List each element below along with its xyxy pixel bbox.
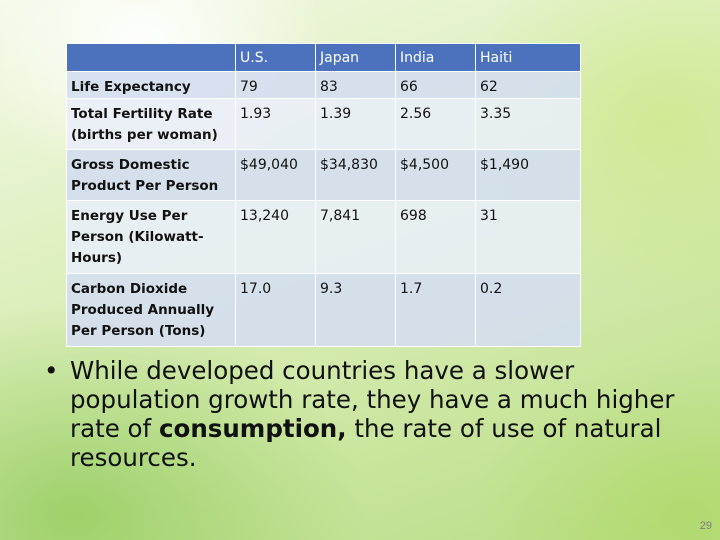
table-cell: 83 <box>315 71 396 99</box>
table-row: Gross Domestic Product Per Person $49,04… <box>66 149 581 201</box>
table-cell: $4,500 <box>395 149 476 201</box>
bullet-text-start: While developed countries have a slower … <box>70 356 675 443</box>
row-label: Total Fertility Rate (births per woman) <box>66 98 236 150</box>
table-cell: 1.7 <box>395 273 476 347</box>
row-label: Energy Use Per Person (Kilowatt-Hours) <box>66 200 236 274</box>
table-cell: 13,240 <box>235 200 316 274</box>
table-cell: $34,830 <box>315 149 396 201</box>
bullet-icon: • <box>44 356 59 385</box>
table-cell: 1.93 <box>235 98 316 150</box>
table-cell: 1.39 <box>315 98 396 150</box>
table-cell: 31 <box>475 200 581 274</box>
header-cell-us: U.S. <box>235 43 316 72</box>
table-row: Energy Use Per Person (Kilowatt-Hours) 1… <box>66 200 581 274</box>
table-cell: $1,490 <box>475 149 581 201</box>
bullet-text: While developed countries have a slower … <box>70 356 684 472</box>
bullet-text-end: the rate of use of natural resources. <box>70 414 662 472</box>
table-cell: 0.2 <box>475 273 581 347</box>
row-label: Gross Domestic Product Per Person <box>66 149 236 201</box>
row-label: Life Expectancy <box>66 71 236 99</box>
table-cell: 17.0 <box>235 273 316 347</box>
bullet-point: • While developed countries have a slowe… <box>44 356 684 472</box>
header-cell-india: India <box>395 43 476 72</box>
table-cell: 7,841 <box>315 200 396 274</box>
page-number: 29 <box>699 520 712 532</box>
country-comparison-table: U.S. Japan India Haiti Life Expectancy 7… <box>66 43 581 347</box>
table-row: Total Fertility Rate (births per woman) … <box>66 98 581 150</box>
table-cell: 62 <box>475 71 581 99</box>
table-cell: 2.56 <box>395 98 476 150</box>
header-cell-empty <box>66 43 236 72</box>
table-row: Carbon Dioxide Produced Annually Per Per… <box>66 273 581 347</box>
table-cell: 698 <box>395 200 476 274</box>
table-cell: 79 <box>235 71 316 99</box>
table-row: Life Expectancy 79 83 66 62 <box>66 71 581 99</box>
header-cell-japan: Japan <box>315 43 396 72</box>
table-cell: 66 <box>395 71 476 99</box>
table-cell: 3.35 <box>475 98 581 150</box>
table-header-row: U.S. Japan India Haiti <box>66 43 581 72</box>
table-cell: 9.3 <box>315 273 396 347</box>
table-cell: $49,040 <box>235 149 316 201</box>
row-label: Carbon Dioxide Produced Annually Per Per… <box>66 273 236 347</box>
bullet-emphasis: consumption, <box>158 414 347 443</box>
header-cell-haiti: Haiti <box>475 43 581 72</box>
